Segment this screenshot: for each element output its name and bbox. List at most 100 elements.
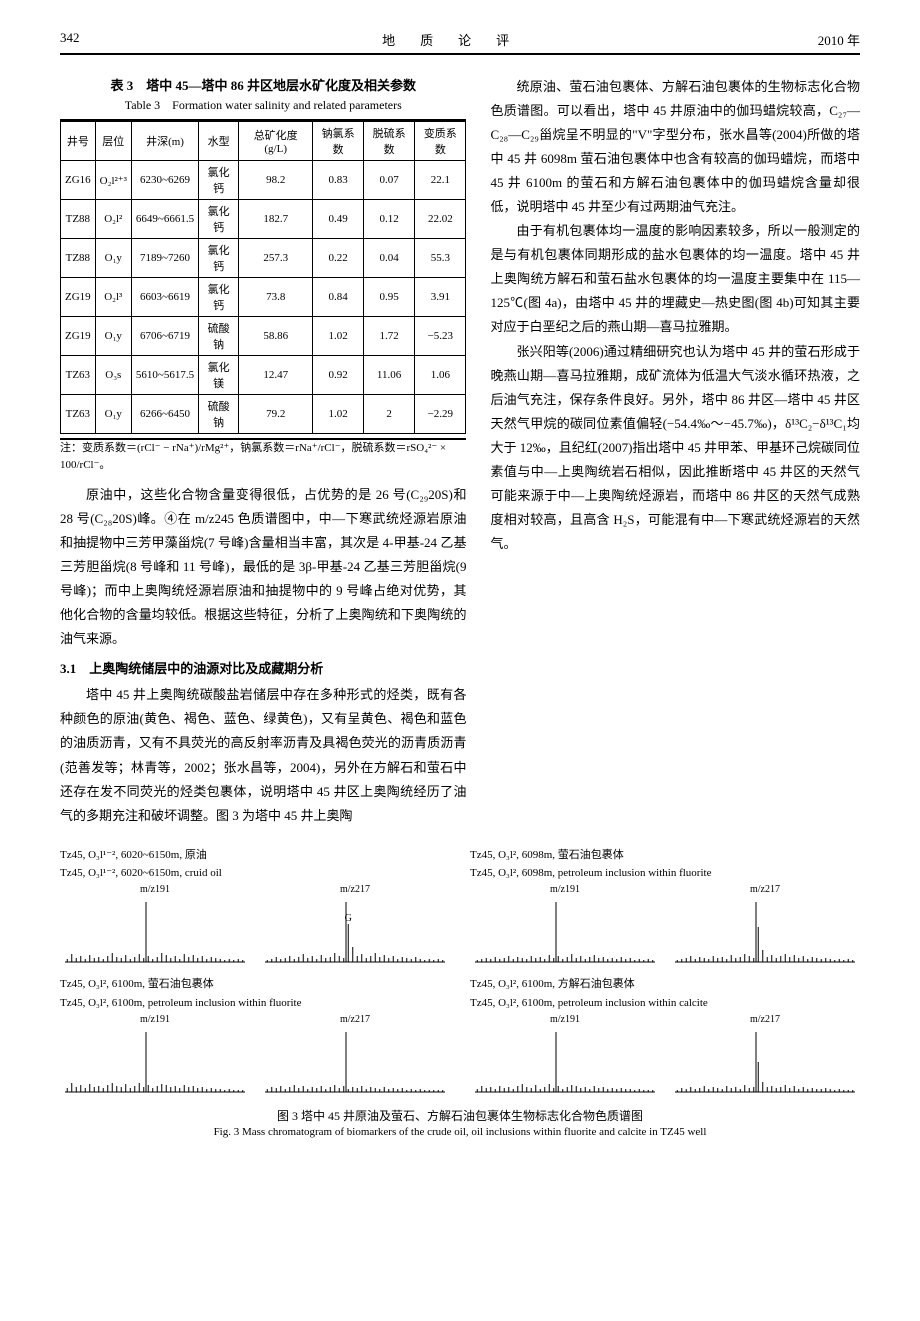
- table-head: 井号 层位 井深(m) 水型 总矿化度 (g/L) 钠氯系数 脱硫系数 变质系数: [61, 122, 466, 161]
- th-3: 水型: [199, 122, 239, 161]
- figure-caption-en: Fig. 3 Mass chromatogram of biomarkers o…: [60, 1126, 860, 1138]
- table-cell: 6230~6269: [131, 161, 198, 200]
- mz-label: m/z191: [470, 884, 660, 895]
- page-number: 342: [60, 30, 80, 49]
- table-cell: 氯化镁: [199, 356, 239, 395]
- mz-label: m/z191: [470, 1014, 660, 1025]
- table-cell: O₁y: [95, 239, 131, 278]
- page-header: 342 地 质 论 评 2010 年: [60, 30, 860, 55]
- table-cell: 7189~7260: [131, 239, 198, 278]
- panel-r1c1-217: m/z217 G: [260, 884, 450, 967]
- journal-title: 地 质 论 评: [382, 30, 515, 49]
- panel-r2c1-191: m/z191: [60, 1014, 250, 1097]
- mz-label: m/z217: [670, 1014, 860, 1025]
- table-cell: TZ88: [61, 239, 96, 278]
- spectrum-svg: [470, 897, 660, 967]
- fig-cell-r1c2: Tz45, O₃l², 6098m, 萤石油包裹体 Tz45, O₃l², 60…: [470, 848, 860, 968]
- table-cell: 6603~6619: [131, 278, 198, 317]
- table-cell: 2: [364, 395, 415, 434]
- table-cell: 0.07: [364, 161, 415, 200]
- table-cell: 79.2: [239, 395, 313, 434]
- spectrum-svg: [260, 1027, 450, 1097]
- spectrum-svg: G: [260, 897, 450, 967]
- fig-row-2: Tz45, O₃l², 6100m, 萤石油包裹体 Tz45, O₃l², 61…: [60, 977, 860, 1097]
- th-6: 脱硫系数: [364, 122, 415, 161]
- table-cell: 氯化钙: [199, 200, 239, 239]
- fig-label-r1c1-en: Tz45, O₃l¹⁻², 6020~6150m, cruid oil: [60, 866, 450, 880]
- table-cell: 1.06: [415, 356, 466, 395]
- fig-panels-r1c2: m/z191 m/z217: [470, 884, 860, 967]
- fig-cell-r1c1: Tz45, O₃l¹⁻², 6020~6150m, 原油 Tz45, O₃l¹⁻…: [60, 848, 450, 968]
- table-cell: 257.3: [239, 239, 313, 278]
- section-title: 3.1 上奥陶统储层中的油源对比及成藏期分析: [60, 657, 466, 681]
- panel-r1c1-191: m/z191: [60, 884, 250, 967]
- table-cell: 3.91: [415, 278, 466, 317]
- table-cell: 6266~6450: [131, 395, 198, 434]
- spectrum-svg: [670, 897, 860, 967]
- right-column: 统原油、萤石油包裹体、方解石油包裹体的生物标志化合物色质谱图。可以看出，塔中 4…: [490, 75, 860, 828]
- table-row: TZ88O₁y7189~7260氯化钙257.30.220.0455.3: [61, 239, 466, 278]
- table-cell: 0.49: [313, 200, 364, 239]
- table-cell: 55.3: [415, 239, 466, 278]
- table-cell: 0.12: [364, 200, 415, 239]
- table-cell: 硫酸钠: [199, 317, 239, 356]
- panel-r2c2-191: m/z191: [470, 1014, 660, 1097]
- table-cell: ZG19: [61, 278, 96, 317]
- table-row: TZ63O₃s5610~5617.5氯化镁12.470.9211.061.06: [61, 356, 466, 395]
- right-p3: 张兴阳等(2006)通过精细研究也认为塔中 45 井的萤石形成于晚燕山期—喜马拉…: [490, 340, 860, 556]
- table-cell: O₂l³: [95, 278, 131, 317]
- table-row: TZ88O₂l²6649~6661.5氯化钙182.70.490.1222.02: [61, 200, 466, 239]
- fig-label-r2c1-cn: Tz45, O₃l², 6100m, 萤石油包裹体: [60, 977, 450, 991]
- fig-panels-r2c2: m/z191 m/z217: [470, 1014, 860, 1097]
- table-cell: 0.04: [364, 239, 415, 278]
- th-0: 井号: [61, 122, 96, 161]
- table-cell: O₂l²⁺³: [95, 161, 131, 200]
- panel-r2c2-217: m/z217: [670, 1014, 860, 1097]
- table-cell: 22.1: [415, 161, 466, 200]
- left-column: 表 3 塔中 45—塔中 86 井区地层水矿化度及相关参数 Table 3 Fo…: [60, 75, 466, 828]
- spectrum-svg: [670, 1027, 860, 1097]
- table-cell: 硫酸钠: [199, 395, 239, 434]
- table-row: ZG16O₂l²⁺³6230~6269氯化钙98.20.830.0722.1: [61, 161, 466, 200]
- fig-label-r2c1-en: Tz45, O₃l², 6100m, petroleum inclusion w…: [60, 996, 450, 1010]
- table-wrapper: 井号 层位 井深(m) 水型 总矿化度 (g/L) 钠氯系数 脱硫系数 变质系数…: [60, 119, 466, 440]
- th-2: 井深(m): [131, 122, 198, 161]
- fig-panels-r2c1: m/z191 m/z217: [60, 1014, 450, 1097]
- svg-text:G: G: [345, 913, 352, 924]
- table-cell: TZ88: [61, 200, 96, 239]
- table-header-row: 井号 层位 井深(m) 水型 总矿化度 (g/L) 钠氯系数 脱硫系数 变质系数: [61, 122, 466, 161]
- figure-caption-cn: 图 3 塔中 45 井原油及萤石、方解石油包裹体生物标志化合物色质谱图: [60, 1107, 860, 1124]
- left-p2: 塔中 45 井上奥陶统碳酸盐岩储层中存在多种形式的烃类，既有各种颜色的原油(黄色…: [60, 683, 466, 827]
- mz-label: m/z191: [60, 884, 250, 895]
- table-note: 注：变质系数＝(rCl⁻ − rNa⁺)/rMg²⁺，钠氯系数＝rNa⁺/rCl…: [60, 440, 466, 473]
- table-cell: 73.8: [239, 278, 313, 317]
- mz-label: m/z217: [670, 884, 860, 895]
- table-cell: 98.2: [239, 161, 313, 200]
- right-p1: 统原油、萤石油包裹体、方解石油包裹体的生物标志化合物色质谱图。可以看出，塔中 4…: [490, 75, 860, 219]
- fig-cell-r2c2: Tz45, O₃l², 6100m, 方解石油包裹体 Tz45, O₃l², 6…: [470, 977, 860, 1097]
- fig-label-r2c2-en: Tz45, O₃l², 6100m, petroleum inclusion w…: [470, 996, 860, 1010]
- table-cell: 58.86: [239, 317, 313, 356]
- th-1: 层位: [95, 122, 131, 161]
- right-p2: 由于有机包裹体均一温度的影响因素较多，所以一般测定的是与有机包裹体同期形成的盐水…: [490, 219, 860, 339]
- table-cell: 0.83: [313, 161, 364, 200]
- fig-label-r2c2-cn: Tz45, O₃l², 6100m, 方解石油包裹体: [470, 977, 860, 991]
- table-cell: −2.29: [415, 395, 466, 434]
- table-cell: 182.7: [239, 200, 313, 239]
- fig-label-r1c1-cn: Tz45, O₃l¹⁻², 6020~6150m, 原油: [60, 848, 450, 862]
- table-cell: 0.95: [364, 278, 415, 317]
- data-table: 井号 层位 井深(m) 水型 总矿化度 (g/L) 钠氯系数 脱硫系数 变质系数…: [60, 121, 466, 434]
- table-cell: 1.02: [313, 395, 364, 434]
- table-cell: TZ63: [61, 356, 96, 395]
- table-cell: TZ63: [61, 395, 96, 434]
- spectrum-svg: [60, 1027, 250, 1097]
- table-cell: 6649~6661.5: [131, 200, 198, 239]
- main-content: 表 3 塔中 45—塔中 86 井区地层水矿化度及相关参数 Table 3 Fo…: [60, 75, 860, 828]
- table-cell: 11.06: [364, 356, 415, 395]
- left-p1: 原油中，这些化合物含量变得很低，占优势的是 26 号(C₂₉20S)和 28 号…: [60, 483, 466, 651]
- table-cell: O₁y: [95, 317, 131, 356]
- table-body: ZG16O₂l²⁺³6230~6269氯化钙98.20.830.0722.1TZ…: [61, 161, 466, 434]
- table-cell: ZG16: [61, 161, 96, 200]
- fig-row-1: Tz45, O₃l¹⁻², 6020~6150m, 原油 Tz45, O₃l¹⁻…: [60, 848, 860, 968]
- table-cell: 6706~6719: [131, 317, 198, 356]
